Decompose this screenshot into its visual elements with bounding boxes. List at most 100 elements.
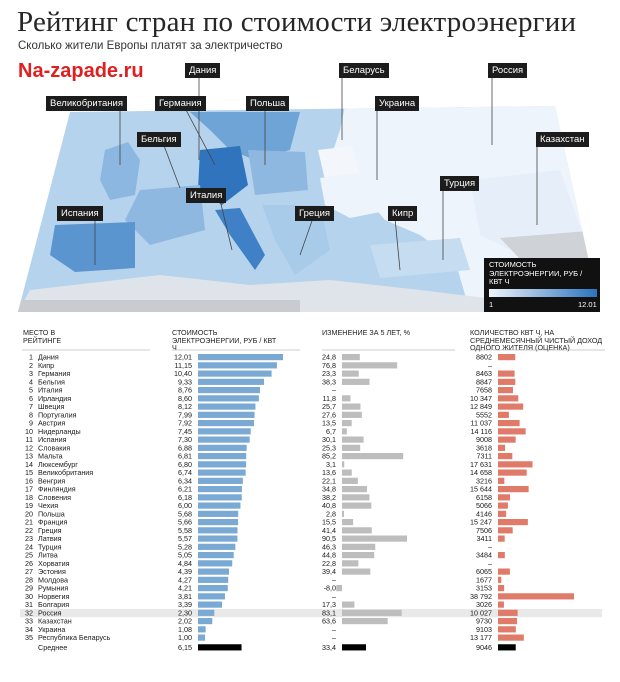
price-bar: [198, 444, 247, 451]
italy-region: [215, 208, 265, 270]
uk-region: [100, 142, 140, 200]
change-bar: [342, 519, 354, 526]
consumption-bar: [498, 510, 507, 517]
consumption-bar: [498, 527, 513, 534]
consumption-bar: [498, 519, 528, 526]
price-label: 10,40: [174, 369, 192, 378]
price-bar: [198, 601, 222, 608]
consumption-bar: [498, 576, 502, 583]
change-label: –: [332, 592, 336, 601]
country-label: Казахстан: [38, 617, 72, 626]
consumption-label: 4146: [476, 509, 492, 518]
consumption-label: –: [488, 542, 492, 551]
price-label: 1,08: [178, 625, 192, 634]
price-bar: [198, 618, 213, 625]
price-label: 3,39: [178, 600, 192, 609]
price-bar: [198, 469, 246, 476]
map-label-spain: Испания: [57, 206, 103, 221]
rank-label: 4: [29, 377, 33, 386]
consumption-bar: [498, 453, 513, 460]
country-label: Мальта: [38, 452, 63, 461]
price-label: 5,57: [178, 534, 192, 543]
consumption-bar: [498, 461, 533, 468]
price-label: 4,27: [178, 575, 192, 584]
country-label: Хорватия: [38, 559, 70, 568]
legend-max: 12.01: [578, 300, 597, 309]
change-bar: [342, 469, 352, 476]
price-bar: [198, 486, 242, 493]
price-bar: [198, 552, 234, 559]
change-label: -8,0: [324, 584, 336, 593]
rank-label: 16: [25, 476, 33, 485]
price-label: 8,76: [178, 386, 192, 395]
consumption-label: 8802: [476, 353, 492, 362]
consumption-label: 9008: [476, 435, 492, 444]
rank-label: 19: [25, 501, 33, 510]
price-label: 7,30: [178, 435, 192, 444]
rank-label: 35: [25, 633, 33, 642]
consumption-label: 15 644: [470, 485, 492, 494]
consumption-label: 3153: [476, 584, 492, 593]
price-bar: [198, 387, 260, 394]
price-bar: [198, 502, 241, 509]
country-label: Испания: [38, 435, 67, 444]
price-label: 5,05: [178, 551, 192, 560]
price-bar: [198, 403, 256, 410]
change-bar: [342, 477, 358, 484]
change-label: 44,8: [322, 551, 336, 560]
change-bar: [336, 585, 342, 592]
rank-label: 14: [25, 460, 33, 469]
country-label: Словения: [38, 493, 71, 502]
consumption-bar: [498, 428, 526, 435]
price-label: 7,45: [178, 427, 192, 436]
map-label-kazakhstan: Казахстан: [536, 132, 589, 147]
consumption-label: 5066: [476, 501, 492, 510]
consumption-bar: [498, 568, 510, 575]
country-label: Германия: [38, 369, 70, 378]
change-label: 17,3: [322, 600, 336, 609]
price-bar: [198, 626, 206, 633]
change-label: 22,1: [322, 476, 336, 485]
change-label: 22,8: [322, 559, 336, 568]
consumption-bar: [498, 378, 516, 385]
consumption-label: 10 027: [470, 608, 492, 617]
rank-label: 6: [29, 394, 33, 403]
change-bar: [342, 486, 367, 493]
consumption-bar: [498, 634, 524, 641]
consumption-label: 5552: [476, 410, 492, 419]
price-label: 5,58: [178, 526, 192, 535]
north-africa: [18, 300, 300, 312]
price-bar: [198, 634, 206, 641]
price-label: 6,81: [178, 452, 192, 461]
price-label: 5,28: [178, 542, 192, 551]
consumption-bar: [498, 593, 574, 600]
price-label: 6,00: [178, 501, 192, 510]
average-consumption-bar: [498, 644, 516, 651]
price-label: 4,84: [178, 559, 192, 568]
price-bar: [198, 370, 272, 377]
highlight-row: [20, 608, 602, 618]
change-label: 40,8: [322, 501, 336, 510]
consumption-bar: [498, 420, 520, 427]
price-bar: [198, 461, 247, 468]
change-label: 13,6: [322, 468, 336, 477]
price-bar: [198, 510, 239, 517]
consumption-bar: [498, 494, 511, 501]
price-bar: [198, 436, 250, 443]
consumption-label: 3618: [476, 443, 492, 452]
change-label: –: [332, 625, 336, 634]
price-bar: [198, 576, 229, 583]
consumption-bar: [498, 477, 505, 484]
rank-label: 13: [25, 452, 33, 461]
price-label: 4,21: [178, 584, 192, 593]
change-bar: [342, 411, 362, 418]
country-label: Венгрия: [38, 476, 65, 485]
price-label: 2,30: [178, 608, 192, 617]
rank-label: 29: [25, 584, 33, 593]
country-label: Кипр: [38, 361, 54, 370]
consumption-label: 17 631: [470, 460, 492, 469]
consumption-bar: [498, 469, 527, 476]
average-change-label: 33,4: [322, 643, 336, 652]
rank-label: 28: [25, 575, 33, 584]
price-bar: [198, 420, 255, 427]
